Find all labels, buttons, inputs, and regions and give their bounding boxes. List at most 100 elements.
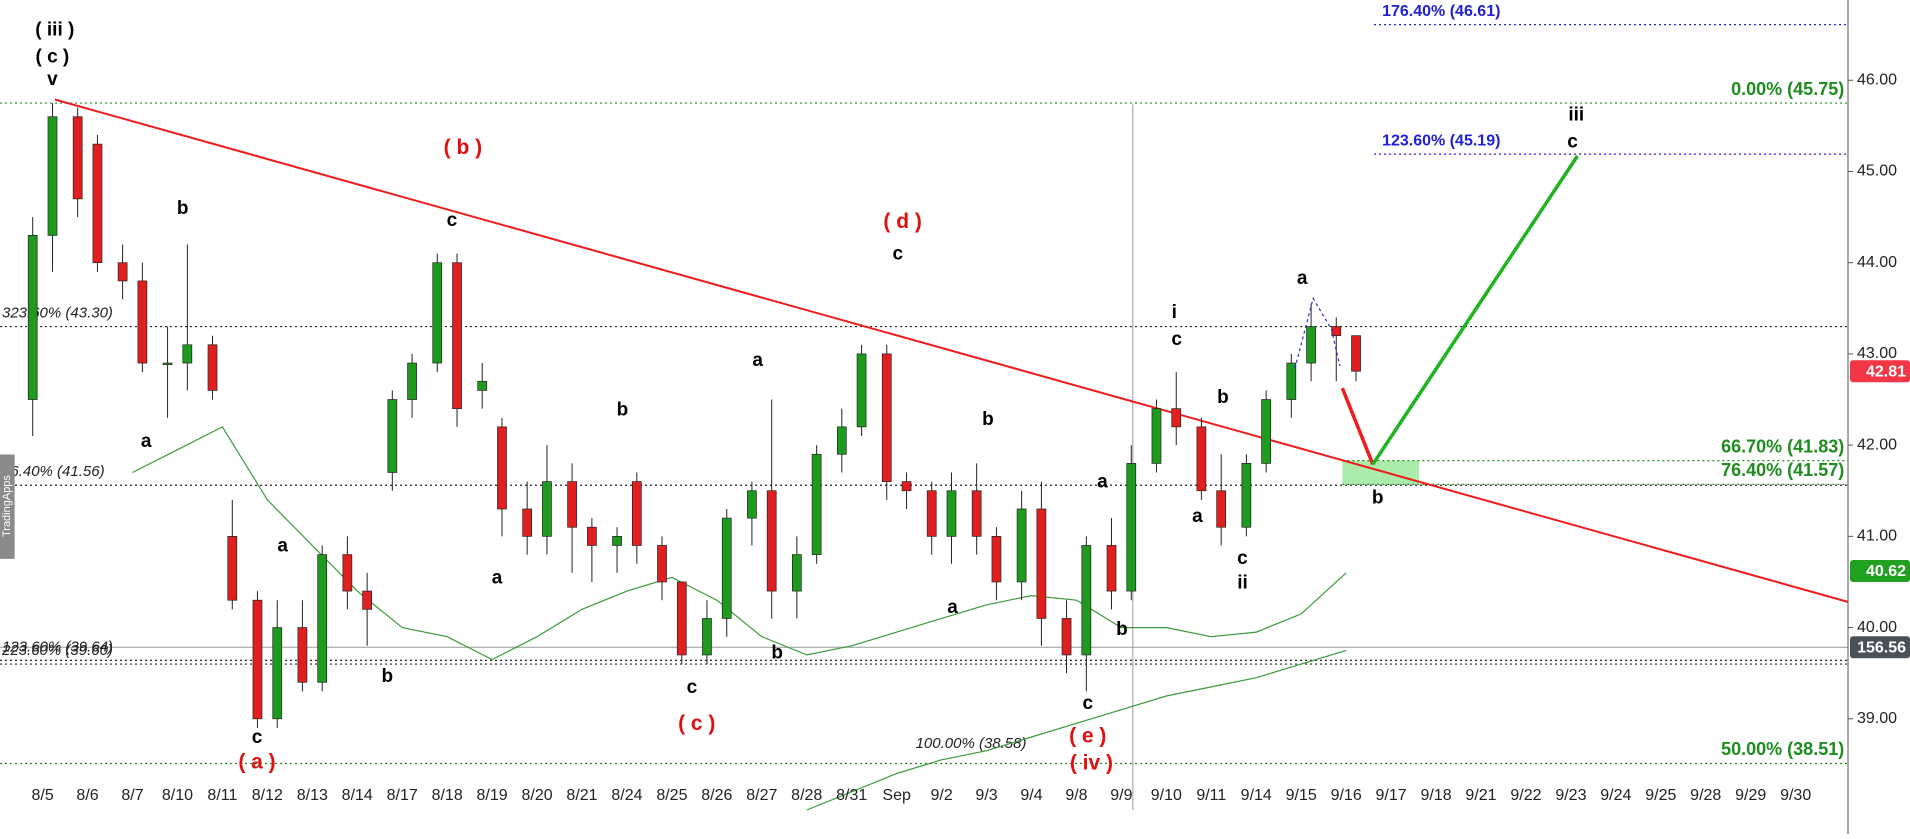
candle-body bbox=[162, 362, 173, 365]
wave-label: b bbox=[771, 642, 783, 663]
candle-body bbox=[497, 426, 507, 510]
trendline bbox=[54, 98, 1849, 603]
price-tag bbox=[1850, 560, 1910, 583]
candle-body bbox=[47, 116, 58, 236]
price-tag-label: 40.62 bbox=[1866, 563, 1906, 580]
x-tick-label: 8/25 bbox=[656, 787, 687, 804]
wave-label: b bbox=[982, 409, 994, 430]
level-label: 123.60% (45.19) bbox=[1382, 132, 1500, 149]
level-label: 76.40% (41.56) bbox=[2, 463, 105, 480]
candle-body bbox=[317, 554, 328, 683]
y-tick-label: 39.00 bbox=[1857, 710, 1897, 727]
wave-label: c bbox=[1082, 693, 1093, 714]
x-tick-label: 9/8 bbox=[1065, 787, 1087, 804]
x-tick-label: 9/24 bbox=[1600, 787, 1631, 804]
candle-body bbox=[1036, 508, 1047, 619]
wave-label: a bbox=[1297, 268, 1308, 289]
candle-body bbox=[117, 262, 128, 282]
wave-label: ( e ) bbox=[1069, 725, 1106, 748]
candle-body bbox=[881, 353, 892, 482]
candle-body bbox=[587, 526, 597, 546]
y-tick-label: 44.00 bbox=[1857, 254, 1897, 271]
wave-label: i bbox=[1172, 302, 1177, 323]
wave-label: a bbox=[1192, 506, 1203, 527]
x-tick-label: 9/30 bbox=[1780, 787, 1811, 804]
x-tick-label: 8/11 bbox=[207, 787, 237, 804]
x-tick-label: 9/15 bbox=[1286, 787, 1317, 804]
projection-down bbox=[1340, 387, 1375, 465]
candle-body bbox=[1216, 490, 1227, 528]
x-tick-label: 8/18 bbox=[432, 787, 463, 804]
candle-body bbox=[477, 380, 488, 391]
candle-body bbox=[522, 508, 533, 537]
candle-body bbox=[1061, 618, 1072, 656]
x-tick-label: 9/29 bbox=[1735, 787, 1766, 804]
wave-label: b bbox=[617, 399, 629, 420]
candle-body bbox=[721, 517, 732, 619]
candle-body bbox=[811, 453, 822, 555]
candle-body bbox=[542, 481, 552, 537]
candle-body bbox=[792, 554, 802, 592]
x-tick-label: 8/20 bbox=[521, 787, 552, 804]
moving-average bbox=[132, 426, 1347, 661]
candle-body bbox=[1261, 399, 1271, 464]
x-tick-label: 8/26 bbox=[701, 787, 732, 804]
y-axis-bg bbox=[1848, 0, 1910, 834]
wave-label: v bbox=[47, 69, 58, 90]
candle-body bbox=[1171, 408, 1182, 428]
x-tick-label: 9/23 bbox=[1555, 787, 1586, 804]
candle-body bbox=[676, 581, 687, 656]
level-label: 50.00% (38.51) bbox=[1721, 739, 1844, 759]
x-tick-label: 9/21 bbox=[1465, 787, 1496, 804]
price-tag-label: 42.81 bbox=[1866, 363, 1906, 380]
x-tick-label: Sep bbox=[882, 787, 911, 804]
candle-body bbox=[631, 481, 642, 546]
candle-body bbox=[991, 536, 1002, 583]
wave-label: c bbox=[1567, 131, 1578, 152]
candle-body bbox=[27, 234, 38, 400]
wave-label: b bbox=[177, 198, 189, 219]
x-tick-label: 8/5 bbox=[31, 787, 53, 804]
candle-body bbox=[92, 143, 103, 264]
watermark: TradingApps bbox=[1, 475, 13, 537]
price-tag-label: 156.56 bbox=[1857, 640, 1906, 657]
candle-body bbox=[1286, 362, 1297, 400]
x-tick-label: 8/31 bbox=[836, 787, 867, 804]
wave-label: ( iv ) bbox=[1070, 752, 1113, 775]
x-tick-label: 8/24 bbox=[611, 787, 642, 804]
candle-body bbox=[926, 490, 937, 537]
x-tick-label: 8/28 bbox=[791, 787, 822, 804]
level-label: 0.00% (45.75) bbox=[1731, 79, 1844, 99]
x-tick-label: 9/28 bbox=[1690, 787, 1721, 804]
level-label: 323.60% (43.30) bbox=[2, 305, 113, 322]
candle-body bbox=[901, 481, 912, 492]
x-tick-label: 9/16 bbox=[1331, 787, 1362, 804]
wave-label: ( c ) bbox=[678, 712, 715, 735]
wave-label: ( c ) bbox=[35, 47, 69, 68]
candle-body bbox=[137, 280, 148, 364]
candle-body bbox=[1351, 335, 1361, 372]
wave-label: a bbox=[947, 597, 958, 618]
candle-body bbox=[856, 353, 867, 428]
candle-body bbox=[1081, 545, 1092, 656]
candle-body bbox=[452, 262, 462, 409]
wave-label: b bbox=[1217, 387, 1229, 408]
x-tick-label: 9/18 bbox=[1420, 787, 1451, 804]
wave-label: ( iii ) bbox=[35, 20, 74, 41]
level-label: 223.60% (39.60) bbox=[1, 642, 113, 659]
level-label: 100.00% (38.58) bbox=[916, 735, 1027, 752]
wave-label: ii bbox=[1237, 572, 1248, 593]
candle-body bbox=[1151, 408, 1162, 464]
wave-label: c bbox=[892, 243, 903, 264]
candle-body bbox=[72, 116, 83, 200]
level-label: 66.70% (41.83) bbox=[1721, 436, 1844, 456]
y-tick-label: 45.00 bbox=[1857, 163, 1897, 180]
y-tick-label: 46.00 bbox=[1857, 71, 1897, 88]
x-tick-label: 9/3 bbox=[975, 787, 997, 804]
candle-body bbox=[387, 399, 398, 473]
wave-label: iii bbox=[1568, 104, 1584, 125]
wave-label: a bbox=[1097, 472, 1108, 493]
candle-body bbox=[1196, 426, 1207, 492]
candle-body bbox=[1126, 463, 1137, 592]
x-tick-label: 8/14 bbox=[342, 787, 373, 804]
